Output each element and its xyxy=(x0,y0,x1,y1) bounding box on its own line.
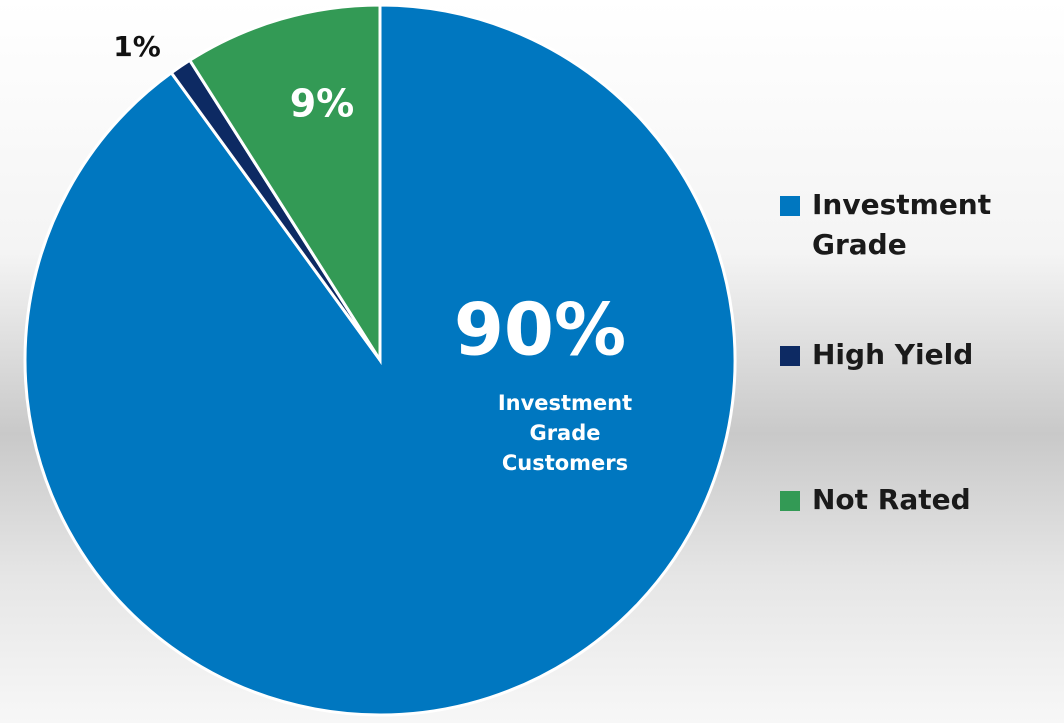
pie-slice xyxy=(187,3,382,366)
data-label: 90% xyxy=(454,288,626,372)
legend-item: Investment Grade xyxy=(780,185,1050,265)
legend-swatch xyxy=(780,196,800,216)
data-label: 9% xyxy=(290,82,355,126)
legend-swatch xyxy=(780,346,800,366)
annotation: Investment Grade Customers xyxy=(497,391,633,475)
legend-item: High Yield xyxy=(780,335,1050,375)
legend-label: High Yield xyxy=(812,338,974,371)
legend-item: Not Rated xyxy=(780,480,1050,520)
legend-swatch xyxy=(780,491,800,511)
data-label: 1% xyxy=(113,30,161,63)
legend-label: Investment Grade xyxy=(812,188,992,261)
legend-label: Not Rated xyxy=(812,483,971,516)
